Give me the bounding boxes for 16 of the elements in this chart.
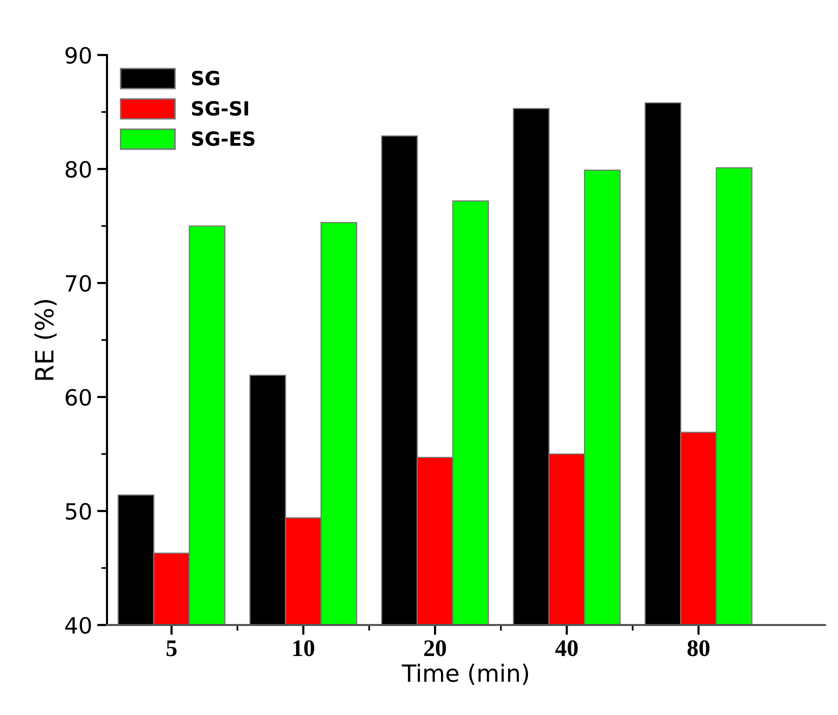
y-tick-label: 40 [65,616,91,634]
x-axis-title: Time (min) [402,664,528,685]
y-tick-label: 50 [66,502,91,520]
y-axis-title: RE (%) [34,300,57,380]
legend-label: SG-SI [192,101,248,116]
x-tick-label: 10 [293,640,314,656]
x-tick-label: 20 [424,640,446,656]
y-tick-label: 90 [66,46,91,64]
y-tick-label: 60 [66,388,91,406]
y-tick-label: 70 [66,274,91,292]
legend-label: SG [192,70,220,86]
legend-label: SG-ES [192,131,255,146]
x-tick-label: 40 [555,640,578,656]
x-tick-label: 5 [166,640,177,656]
y-tick-label: 80 [66,160,91,178]
x-tick-label: 80 [688,640,710,656]
